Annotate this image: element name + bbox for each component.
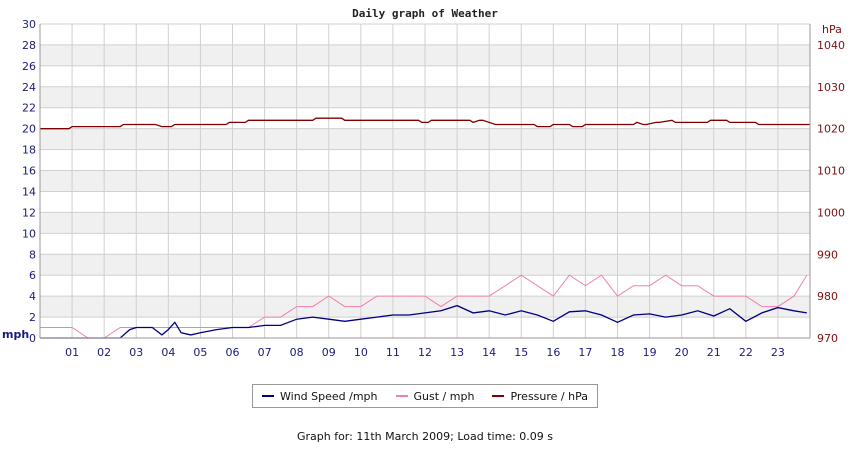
left-tick-label: 18 [22,144,36,157]
x-tick-label: 07 [258,346,272,359]
legend-item-gust: Gust / mph [395,389,475,403]
chart-title: Daily graph of Weather [352,7,498,20]
x-tick-label: 22 [739,346,753,359]
x-tick-label: 11 [386,346,400,359]
x-tick-label: 21 [707,346,721,359]
left-tick-label: 8 [29,248,36,261]
right-tick-label: 1020 [817,123,845,136]
left-tick-label: 22 [22,102,36,115]
left-tick-label: 12 [22,206,36,219]
x-tick-label: 10 [354,346,368,359]
pressure-line [40,117,810,130]
legend-swatch-gust [395,395,408,397]
x-tick-label: 05 [193,346,207,359]
grid-lines [39,23,811,339]
left-tick-label: 0 [29,332,36,345]
x-tick-label: 14 [482,346,496,359]
legend-item-pressure: Pressure / hPa [492,390,588,403]
x-tick-label: 01 [65,346,79,359]
x-tick-label: 15 [514,346,528,359]
x-tick-label: 03 [129,346,143,359]
legend-swatch-wind [262,395,274,397]
legend-swatch-pressure [492,395,505,397]
left-tick-label: 20 [22,123,36,136]
legend-label-gust: Gust / mph [413,389,475,403]
chart-legend: Wind Speed /mph Gust / mph Pressure / hP… [252,384,598,408]
x-tick-label: 23 [771,346,785,359]
x-tick-label: 17 [578,346,592,359]
x-tick-label: 08 [290,346,304,359]
x-tick-label: 06 [226,346,240,359]
left-tick-label: 26 [22,60,36,73]
left-tick-label: 16 [22,165,36,178]
right-axis-unit: hPa [822,23,842,36]
legend-label-pressure: Pressure / hPa [510,389,588,403]
left-tick-label: 30 [22,18,36,31]
x-tick-label: 13 [450,346,464,359]
legend-item-wind: Wind Speed /mph [262,390,378,403]
right-tick-label: 1030 [817,81,845,94]
series-layer [40,117,810,339]
x-tick-label: 04 [161,346,175,359]
right-tick-label: 1010 [817,165,845,178]
legend-label-wind: Wind Speed /mph [280,389,378,403]
left-tick-label: 14 [22,185,36,198]
x-tick-label: 18 [611,346,625,359]
left-tick-label: 24 [22,81,36,94]
left-tick-label: 4 [29,290,36,303]
right-tick-label: 980 [817,290,838,303]
x-tick-label: 19 [643,346,657,359]
right-tick-label: 1040 [817,39,845,52]
right-tick-label: 1000 [817,206,845,219]
left-tick-label: 10 [22,227,36,240]
right-tick-label: 970 [817,332,838,345]
axis-layer: 0246810121416182022242628309709809901000… [22,18,845,359]
right-tick-label: 990 [817,248,838,261]
x-tick-label: 02 [97,346,111,359]
x-tick-label: 16 [546,346,560,359]
footer-text: Graph for: 11th March 2009; Load time: 0… [296,430,554,443]
gust-line [40,274,808,339]
x-tick-label: 09 [322,346,336,359]
left-axis-unit: mph [2,328,29,341]
wind-speed-line [40,304,807,339]
x-tick-label: 20 [675,346,689,359]
left-tick-label: 2 [29,311,36,324]
left-tick-label: 28 [22,39,36,52]
x-tick-label: 12 [418,346,432,359]
left-tick-label: 6 [29,269,36,282]
